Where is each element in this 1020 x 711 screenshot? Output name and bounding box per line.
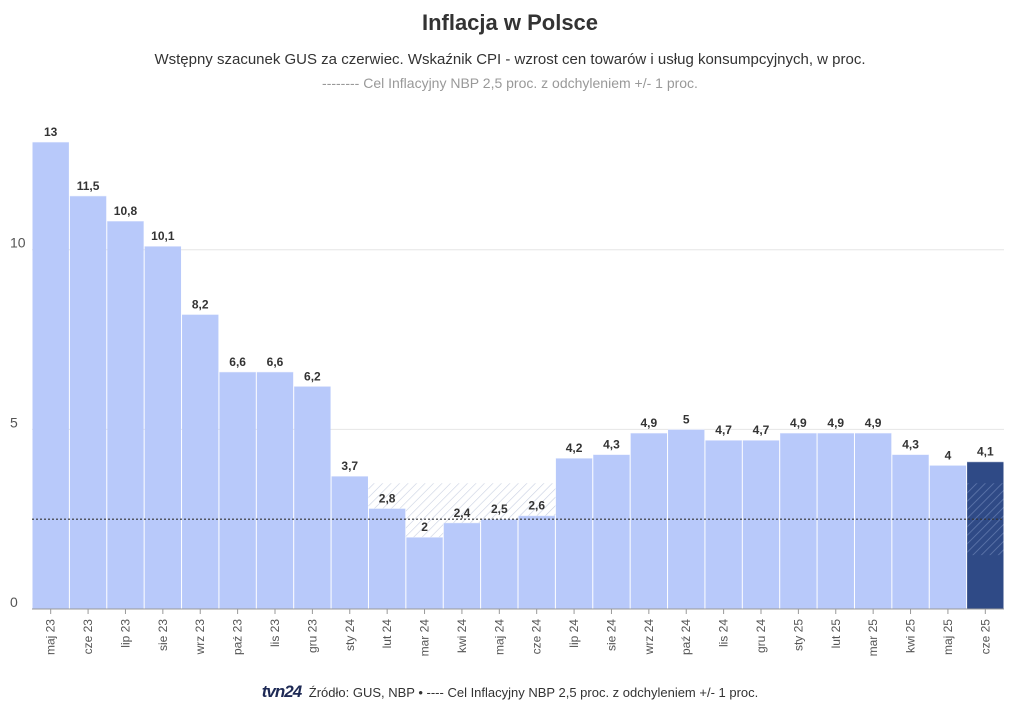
x-tick-label: lis 23 [268,619,282,647]
value-label: 4,3 [902,438,919,452]
bar [107,221,144,609]
y-tick-label: 10 [10,235,26,251]
value-label: 2,8 [379,491,396,505]
value-label: 4 [945,448,952,462]
target-band-segment [480,483,518,520]
tvn24-logo: tvn24 [261,682,302,701]
x-tick-label: maj 24 [492,619,506,655]
x-tick-label: lis 24 [717,619,731,647]
x-tick-label: lip 24 [567,619,581,648]
bar [705,440,742,609]
x-tick-label: sie 23 [156,619,170,651]
x-tick-label: cze 24 [530,619,544,655]
value-label: 4,7 [753,423,770,437]
target-note: -------- Cel Inflacyjny NBP 2,5 proc. z … [322,75,698,91]
y-tick-label: 5 [10,414,18,430]
x-tick-label: mar 24 [418,619,432,657]
bar [406,537,443,609]
value-label: 3,7 [341,459,358,473]
bars [32,141,1004,610]
value-labels: 13 11,5 10,8 10,1 8,2 6,6 6,6 6,2 3,7 2,8 2 2,4 2,5 2… [44,125,994,534]
bar [481,519,518,609]
value-label: 2,5 [491,502,508,516]
bar [668,429,705,609]
value-label: 6,2 [304,369,321,383]
bar [443,522,481,609]
bar [630,432,668,609]
x-tick-label: maj 25 [941,619,955,655]
x-tick-label: cze 25 [978,619,992,655]
x-tick-label: cze 23 [81,619,95,655]
target-band-segment [405,483,444,538]
target-band-segment [443,483,481,523]
value-label: 2 [421,520,428,534]
value-label: 10,8 [114,204,138,218]
x-tick-label: kwi 24 [455,619,469,653]
x-tick-label: paź 23 [231,619,245,655]
value-label: 4,3 [603,438,620,452]
x-tick-label: sty 25 [791,619,805,651]
value-label: 4,9 [827,416,844,430]
x-tick-label: sty 24 [343,619,357,651]
x-tick-label: gru 24 [754,619,768,653]
value-label: 4,9 [865,416,882,430]
bar [518,515,555,609]
y-axis-ticks: 0 5 10 [10,235,26,610]
target-band-segment [368,483,406,509]
footer: tvn24 Źródło: GUS, NBP • ---- Cel Inflac… [0,682,1020,702]
x-tick-label: wrz 23 [193,619,207,656]
x-axis-ticks: maj 23 cze 23 lip 23 sie 23 wrz 23 paź 23 lis … [32,608,1004,657]
value-label: 6,6 [267,355,284,369]
x-tick-label: lut 25 [829,619,843,649]
target-band [368,483,1004,556]
x-tick-label: lip 23 [118,619,132,648]
x-tick-label: wrz 24 [642,619,656,656]
x-tick-label: kwi 25 [904,619,918,653]
bar [294,386,331,609]
bar [256,371,294,609]
bar [817,432,854,609]
bar [368,508,406,609]
bar [331,476,368,609]
value-label: 4,7 [715,423,732,437]
bar [742,440,780,609]
value-label: 4,9 [790,416,807,430]
chart-subtitle: Wstępny szacunek GUS za czerwiec. Wskaźn… [154,51,866,68]
x-tick-label: gru 23 [305,619,319,653]
target-band-segment [518,483,556,516]
bar [32,141,69,610]
x-tick-label: mar 25 [866,619,880,657]
value-label: 10,1 [151,229,175,243]
bar [219,371,256,609]
x-tick-label: lut 24 [380,619,394,649]
source-note: Źródło: GUS, NBP • ---- Cel Inflacyjny N… [308,685,759,700]
value-label: 8,2 [192,297,209,311]
bar [144,246,182,610]
bar [854,432,892,609]
bar [929,465,967,609]
value-label: 13 [44,125,58,139]
value-label: 5 [683,412,690,426]
value-label: 6,6 [229,355,246,369]
x-tick-label: sie 24 [604,619,618,651]
value-label: 2,4 [454,506,471,520]
bar [780,432,817,609]
y-tick-label: 0 [10,594,18,610]
x-tick-label: paź 24 [679,619,693,655]
bar [593,454,630,609]
bar [555,458,593,609]
value-label: 4,2 [566,441,583,455]
x-tick-label: maj 23 [44,619,58,655]
bar [182,314,219,609]
value-label: 2,6 [528,499,545,513]
bar [892,454,929,609]
value-label: 4,1 [977,445,994,459]
bar [69,195,107,609]
chart-title: Inflacja w Polsce [421,10,599,35]
value-label: 4,9 [641,416,658,430]
value-label: 11,5 [77,179,100,193]
